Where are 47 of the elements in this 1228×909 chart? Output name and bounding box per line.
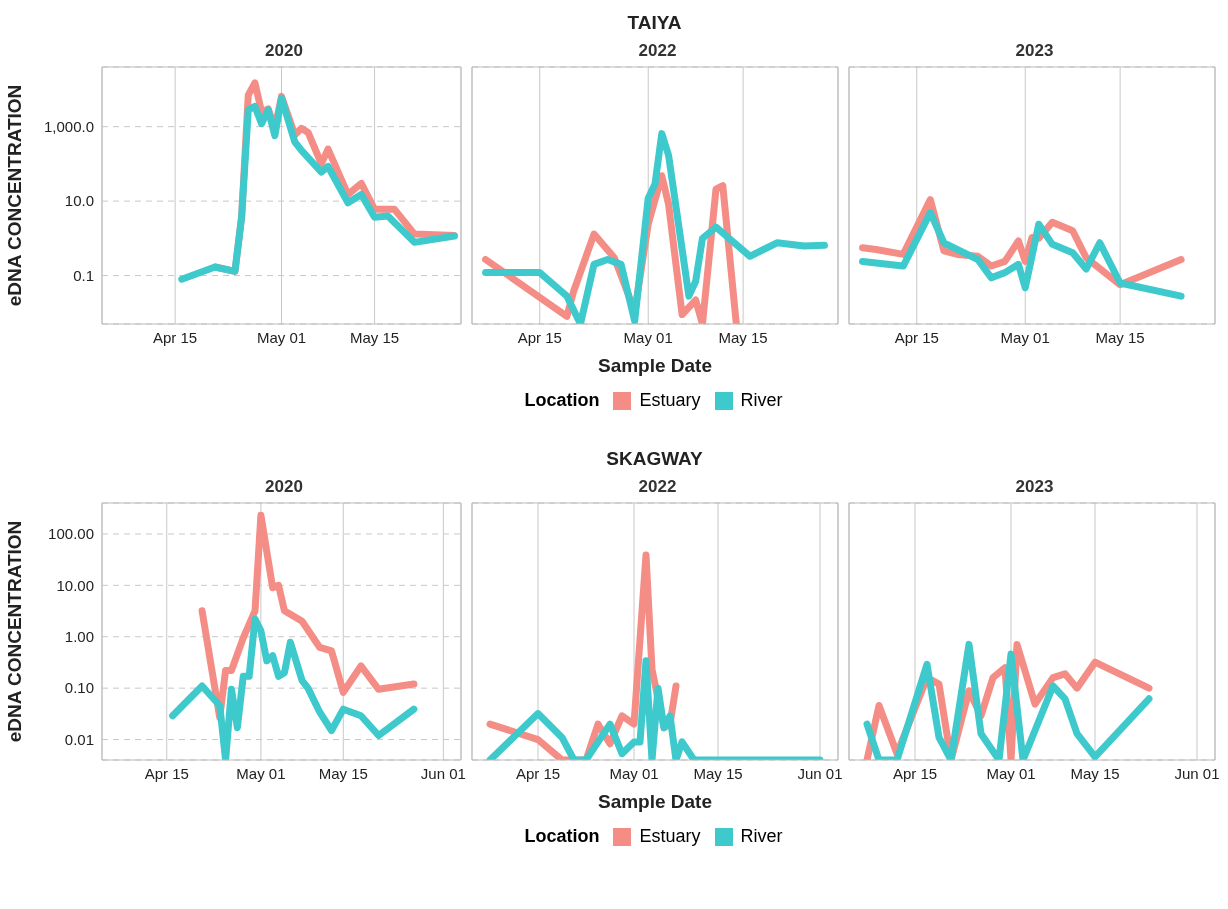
y-tick-label: 10.00 <box>56 576 94 594</box>
y-tick-label: 10.0 <box>64 192 94 210</box>
x-tick-label: May 01 <box>236 764 286 782</box>
x-tick-label: Jun 01 <box>420 764 466 782</box>
chart-subtitle: 2023 <box>1014 476 1055 498</box>
x-tick-label: Jun 01 <box>797 764 843 782</box>
x-tick-label: May 15 <box>318 764 368 782</box>
legend-label: Estuary <box>639 390 701 411</box>
y-axis-title: eDNA CONCENTRATION <box>3 84 25 307</box>
chart-subtitle: 2020 <box>264 476 304 498</box>
chart-title: SKAGWAY <box>605 447 704 471</box>
x-axis-title: Sample Date <box>597 791 713 812</box>
chart-subtitle: 2020 <box>264 40 304 62</box>
chart-subtitle: 2022 <box>637 40 678 62</box>
x-tick-label: May 15 <box>1095 328 1145 346</box>
x-tick-label: Apr 15 <box>144 764 189 782</box>
x-tick-label: May 15 <box>349 328 400 346</box>
x-tick-label: May 15 <box>718 328 768 346</box>
y-axis-title: eDNA CONCENTRATION <box>3 520 25 743</box>
y-tick-label: 0.10 <box>64 679 94 697</box>
legend-label: River <box>740 826 783 847</box>
y-tick-label: 1,000.0 <box>43 117 94 135</box>
x-tick-label: May 15 <box>1070 764 1120 782</box>
chart-subtitle: 2022 <box>637 476 678 498</box>
x-tick-label: Apr 15 <box>517 328 562 346</box>
legend-label: River <box>740 390 783 411</box>
y-tick-label: 0.01 <box>64 730 94 748</box>
x-tick-label: May 01 <box>1000 328 1050 346</box>
chart-subtitle: 2023 <box>1014 40 1055 62</box>
x-tick-label: Apr 15 <box>892 764 938 782</box>
legend-title: Location <box>524 826 600 847</box>
legend-label: Estuary <box>639 826 701 847</box>
x-tick-label: May 01 <box>986 764 1036 782</box>
x-tick-label: May 15 <box>693 764 743 782</box>
chart-title: TAIYA <box>626 11 683 35</box>
x-tick-label: Apr 15 <box>153 328 198 346</box>
x-tick-label: Jun 01 <box>1174 764 1220 782</box>
x-tick-label: Apr 15 <box>894 328 939 346</box>
y-tick-label: 1.00 <box>64 628 94 646</box>
x-axis-title: Sample Date <box>597 355 713 376</box>
x-tick-label: May 01 <box>623 328 673 346</box>
x-tick-label: Apr 15 <box>515 764 561 782</box>
y-tick-label: 100.00 <box>48 525 94 543</box>
x-tick-label: May 01 <box>256 328 307 346</box>
x-tick-label: May 01 <box>609 764 659 782</box>
y-tick-label: 0.1 <box>73 266 94 284</box>
legend-title: Location <box>524 390 600 411</box>
